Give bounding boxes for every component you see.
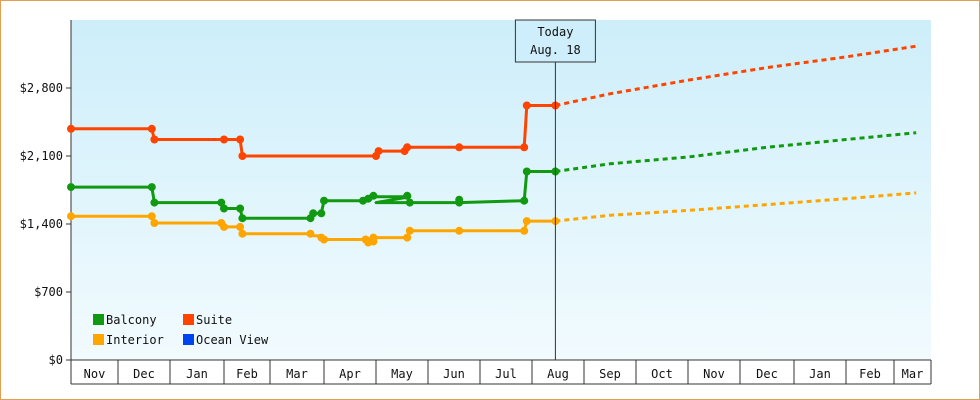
legend: Balcony Suite Interior Ocean View <box>93 313 269 347</box>
legend-swatch-interior <box>93 334 104 345</box>
legend-label-ocean-view: Ocean View <box>196 333 269 347</box>
interior-point <box>306 229 315 238</box>
suite-point <box>403 143 412 152</box>
month-label: Dec <box>756 367 778 381</box>
suite-point <box>67 124 75 133</box>
month-label: Jul <box>495 367 517 381</box>
month-label: Jan <box>186 367 208 381</box>
balcony-forecast-line <box>555 131 917 173</box>
interior-point <box>147 212 156 221</box>
series-layer <box>67 44 917 247</box>
y-tick-label: $700 <box>34 285 63 299</box>
suite-point <box>147 124 156 133</box>
today-marker: Today Aug. 18 <box>514 19 596 360</box>
interior-point <box>67 212 75 221</box>
month-label: Jan <box>809 367 831 381</box>
balcony-point <box>220 204 228 213</box>
balcony-point <box>238 214 247 223</box>
balcony-point <box>236 204 245 213</box>
legend-label-balcony: Balcony <box>106 313 157 327</box>
month-label: Apr <box>339 367 361 381</box>
month-label: Jun <box>443 367 465 381</box>
interior-point <box>236 222 245 231</box>
legend-label-suite: Suite <box>196 313 232 327</box>
month-label: Feb <box>859 367 881 381</box>
month-label: Feb <box>236 367 258 381</box>
today-box <box>514 19 596 63</box>
balcony-point <box>522 167 531 176</box>
suite-point <box>238 152 247 160</box>
legend-swatch-ocean-view <box>183 334 194 345</box>
y-tick-label: $2,800 <box>20 81 63 95</box>
balcony-point <box>520 196 529 205</box>
interior-point <box>320 235 328 244</box>
month-label: Nov <box>703 367 725 381</box>
month-label: Oct <box>651 367 673 381</box>
month-label: Nov <box>84 367 106 381</box>
today-label: Today <box>537 25 573 39</box>
month-label: Dec <box>133 367 155 381</box>
balcony-point <box>150 198 159 207</box>
balcony-point <box>455 195 464 204</box>
suite-forecast-line <box>555 44 917 107</box>
plot-area <box>71 20 931 360</box>
balcony-point <box>369 191 378 200</box>
month-label: Mar <box>902 367 924 381</box>
suite-point <box>236 135 245 144</box>
y-axis: $0 $700 $1,400 $2,100 $2,800 <box>20 20 72 367</box>
suite-point <box>455 143 464 152</box>
month-label: Mar <box>286 367 308 381</box>
suite-point <box>520 143 529 152</box>
interior-point <box>238 229 247 238</box>
balcony-point <box>317 209 326 218</box>
y-tick-label: $1,400 <box>20 217 63 231</box>
today-date: Aug. 18 <box>530 43 581 57</box>
interior-point <box>369 233 378 242</box>
suite-point <box>374 147 383 156</box>
y-tick-label: $2,100 <box>20 149 63 163</box>
balcony-point <box>403 191 412 200</box>
month-label: Aug <box>547 367 569 381</box>
month-label: May <box>391 367 413 381</box>
suite-point <box>522 101 531 110</box>
interior-forecast-line <box>555 191 917 223</box>
interior-point <box>522 217 531 226</box>
suite-point <box>150 135 159 144</box>
suite-point <box>220 135 228 144</box>
legend-swatch-balcony <box>93 314 104 325</box>
interior-point <box>520 226 529 235</box>
balcony-point <box>320 196 328 205</box>
legend-label-interior: Interior <box>106 333 164 347</box>
balcony-point <box>67 183 75 192</box>
x-axis: Nov Dec Jan Feb Mar Apr May Jun Jul Aug Sep Oct Nov D… <box>70 359 932 385</box>
interior-point <box>455 226 464 235</box>
y-tick-label: $0 <box>49 353 63 367</box>
interior-point <box>403 233 412 242</box>
balcony-point <box>147 183 156 192</box>
month-label: Sep <box>599 367 621 381</box>
balcony-point <box>309 209 318 218</box>
balcony-point <box>405 198 414 207</box>
interior-point <box>220 222 228 231</box>
legend-swatch-suite <box>183 314 194 325</box>
interior-point <box>405 226 414 235</box>
interior-point <box>150 219 159 227</box>
